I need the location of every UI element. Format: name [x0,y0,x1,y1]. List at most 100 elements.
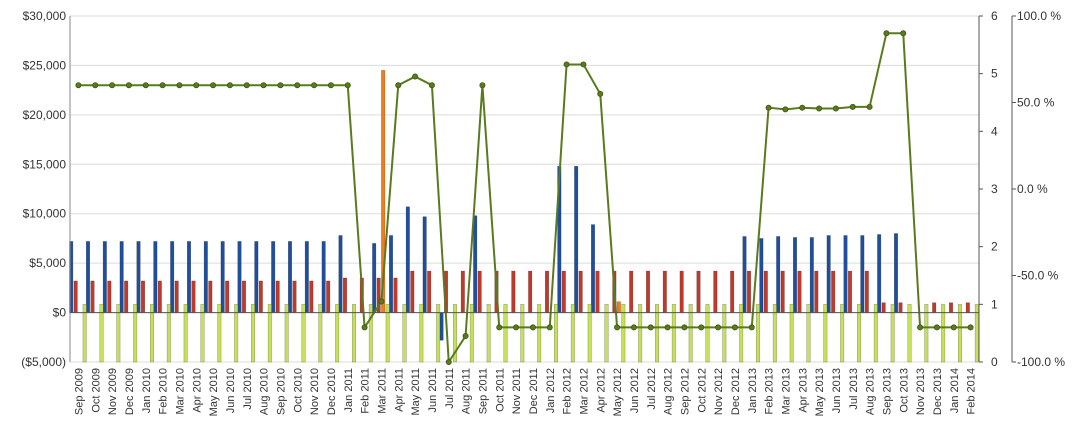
bar [511,270,516,313]
bar [292,280,297,313]
bar-series [69,70,979,363]
x-tick-label: Jun 2010 [225,368,237,413]
line-point [193,82,200,89]
x-tick-label: Oct 2013 [898,368,910,413]
x-tick-label: Aug 2010 [259,368,271,415]
line-point [260,82,267,89]
bar [941,304,946,363]
x-tick-label: Jan 2011 [343,368,355,412]
line-point [243,82,250,89]
bar [191,280,196,313]
y-right-1-tick-label: 1 [991,297,998,311]
bar [217,304,222,363]
x-tick-label: Feb 2012 [562,368,574,414]
x-tick-label: Jul 2013 [848,368,860,410]
bar [208,280,213,313]
line-point [681,324,688,331]
bar [405,206,410,313]
x-tick-label: Sep 2011 [477,368,489,414]
bar [528,270,533,313]
bar [591,224,595,313]
bar [932,302,937,313]
bar [797,270,802,313]
bar [419,304,424,363]
x-tick-label: Aug 2012 [663,368,675,415]
x-axis-labels: Sep 2009 Oct 2009 Nov 2009 Dec 2009 Jan 2010… [73,368,977,416]
bar [843,235,848,313]
line-point [782,106,789,113]
line-point [92,82,99,89]
x-tick-label: May 2012 [612,368,624,416]
bar [326,280,331,313]
bar [304,241,309,313]
bar [587,304,592,363]
bar [251,304,255,363]
bar [368,304,373,363]
x-tick-label: Dec 2011 [528,368,540,414]
bar [275,280,280,313]
bar [124,280,129,313]
bar [873,304,878,363]
line-point [176,82,183,89]
bar [823,304,828,363]
bar [864,270,869,313]
line-point [428,82,435,89]
bar [793,237,797,313]
bar [271,241,276,313]
x-tick-label: Oct 2012 [696,368,708,413]
x-tick-label: Jan 2012 [545,368,557,413]
bar [436,304,441,363]
line-point [395,82,402,89]
bar [503,304,508,363]
bar [671,304,676,363]
x-tick-label: Oct 2010 [292,368,304,413]
bar [372,243,377,313]
x-tick-label: Jun 2011 [427,368,439,412]
bar [809,237,814,313]
x-tick-label: Aug 2011 [461,368,473,414]
bar [570,304,575,363]
x-tick-label: Oct 2011 [494,368,506,412]
y-left-tick-label: $5,000 [29,256,66,270]
bar [604,304,609,363]
bar [574,166,579,313]
x-tick-label: Mar 2013 [780,368,792,414]
x-tick-label: Mar 2010 [174,368,186,414]
x-tick-label: Jul 2012 [646,368,658,410]
bar [318,304,323,363]
line-point [513,324,520,331]
bar [629,270,634,313]
bar [439,312,444,341]
y-right-1-tick-label: 0 [991,355,998,369]
line-point [765,104,772,111]
x-tick-label: Feb 2013 [764,368,776,414]
line-point [799,104,806,111]
line-point [109,82,116,89]
line-point [159,82,166,89]
bar [242,280,246,313]
line-series [75,30,974,365]
bar [473,215,478,313]
bar [335,304,340,363]
y-left-tick-label: $20,000 [23,108,67,122]
x-tick-label: Mar 2012 [578,368,590,414]
line-point [361,324,368,331]
bar [894,233,898,313]
bar [82,304,87,363]
bar [722,304,727,363]
line-point [816,105,823,112]
bar [561,270,566,313]
line-point [950,324,957,331]
bar [187,241,191,313]
bar [477,270,482,313]
bar [402,304,407,363]
bar [183,304,188,363]
line-point [546,324,553,331]
x-tick-label: Apr 2010 [191,368,203,413]
x-tick-label: Sep 2012 [679,368,691,415]
y-right-2-tick-label: 100.0 % [1017,9,1061,23]
bar [763,270,768,313]
line-point [378,298,385,305]
x-tick-label: Jan 2010 [141,368,153,413]
